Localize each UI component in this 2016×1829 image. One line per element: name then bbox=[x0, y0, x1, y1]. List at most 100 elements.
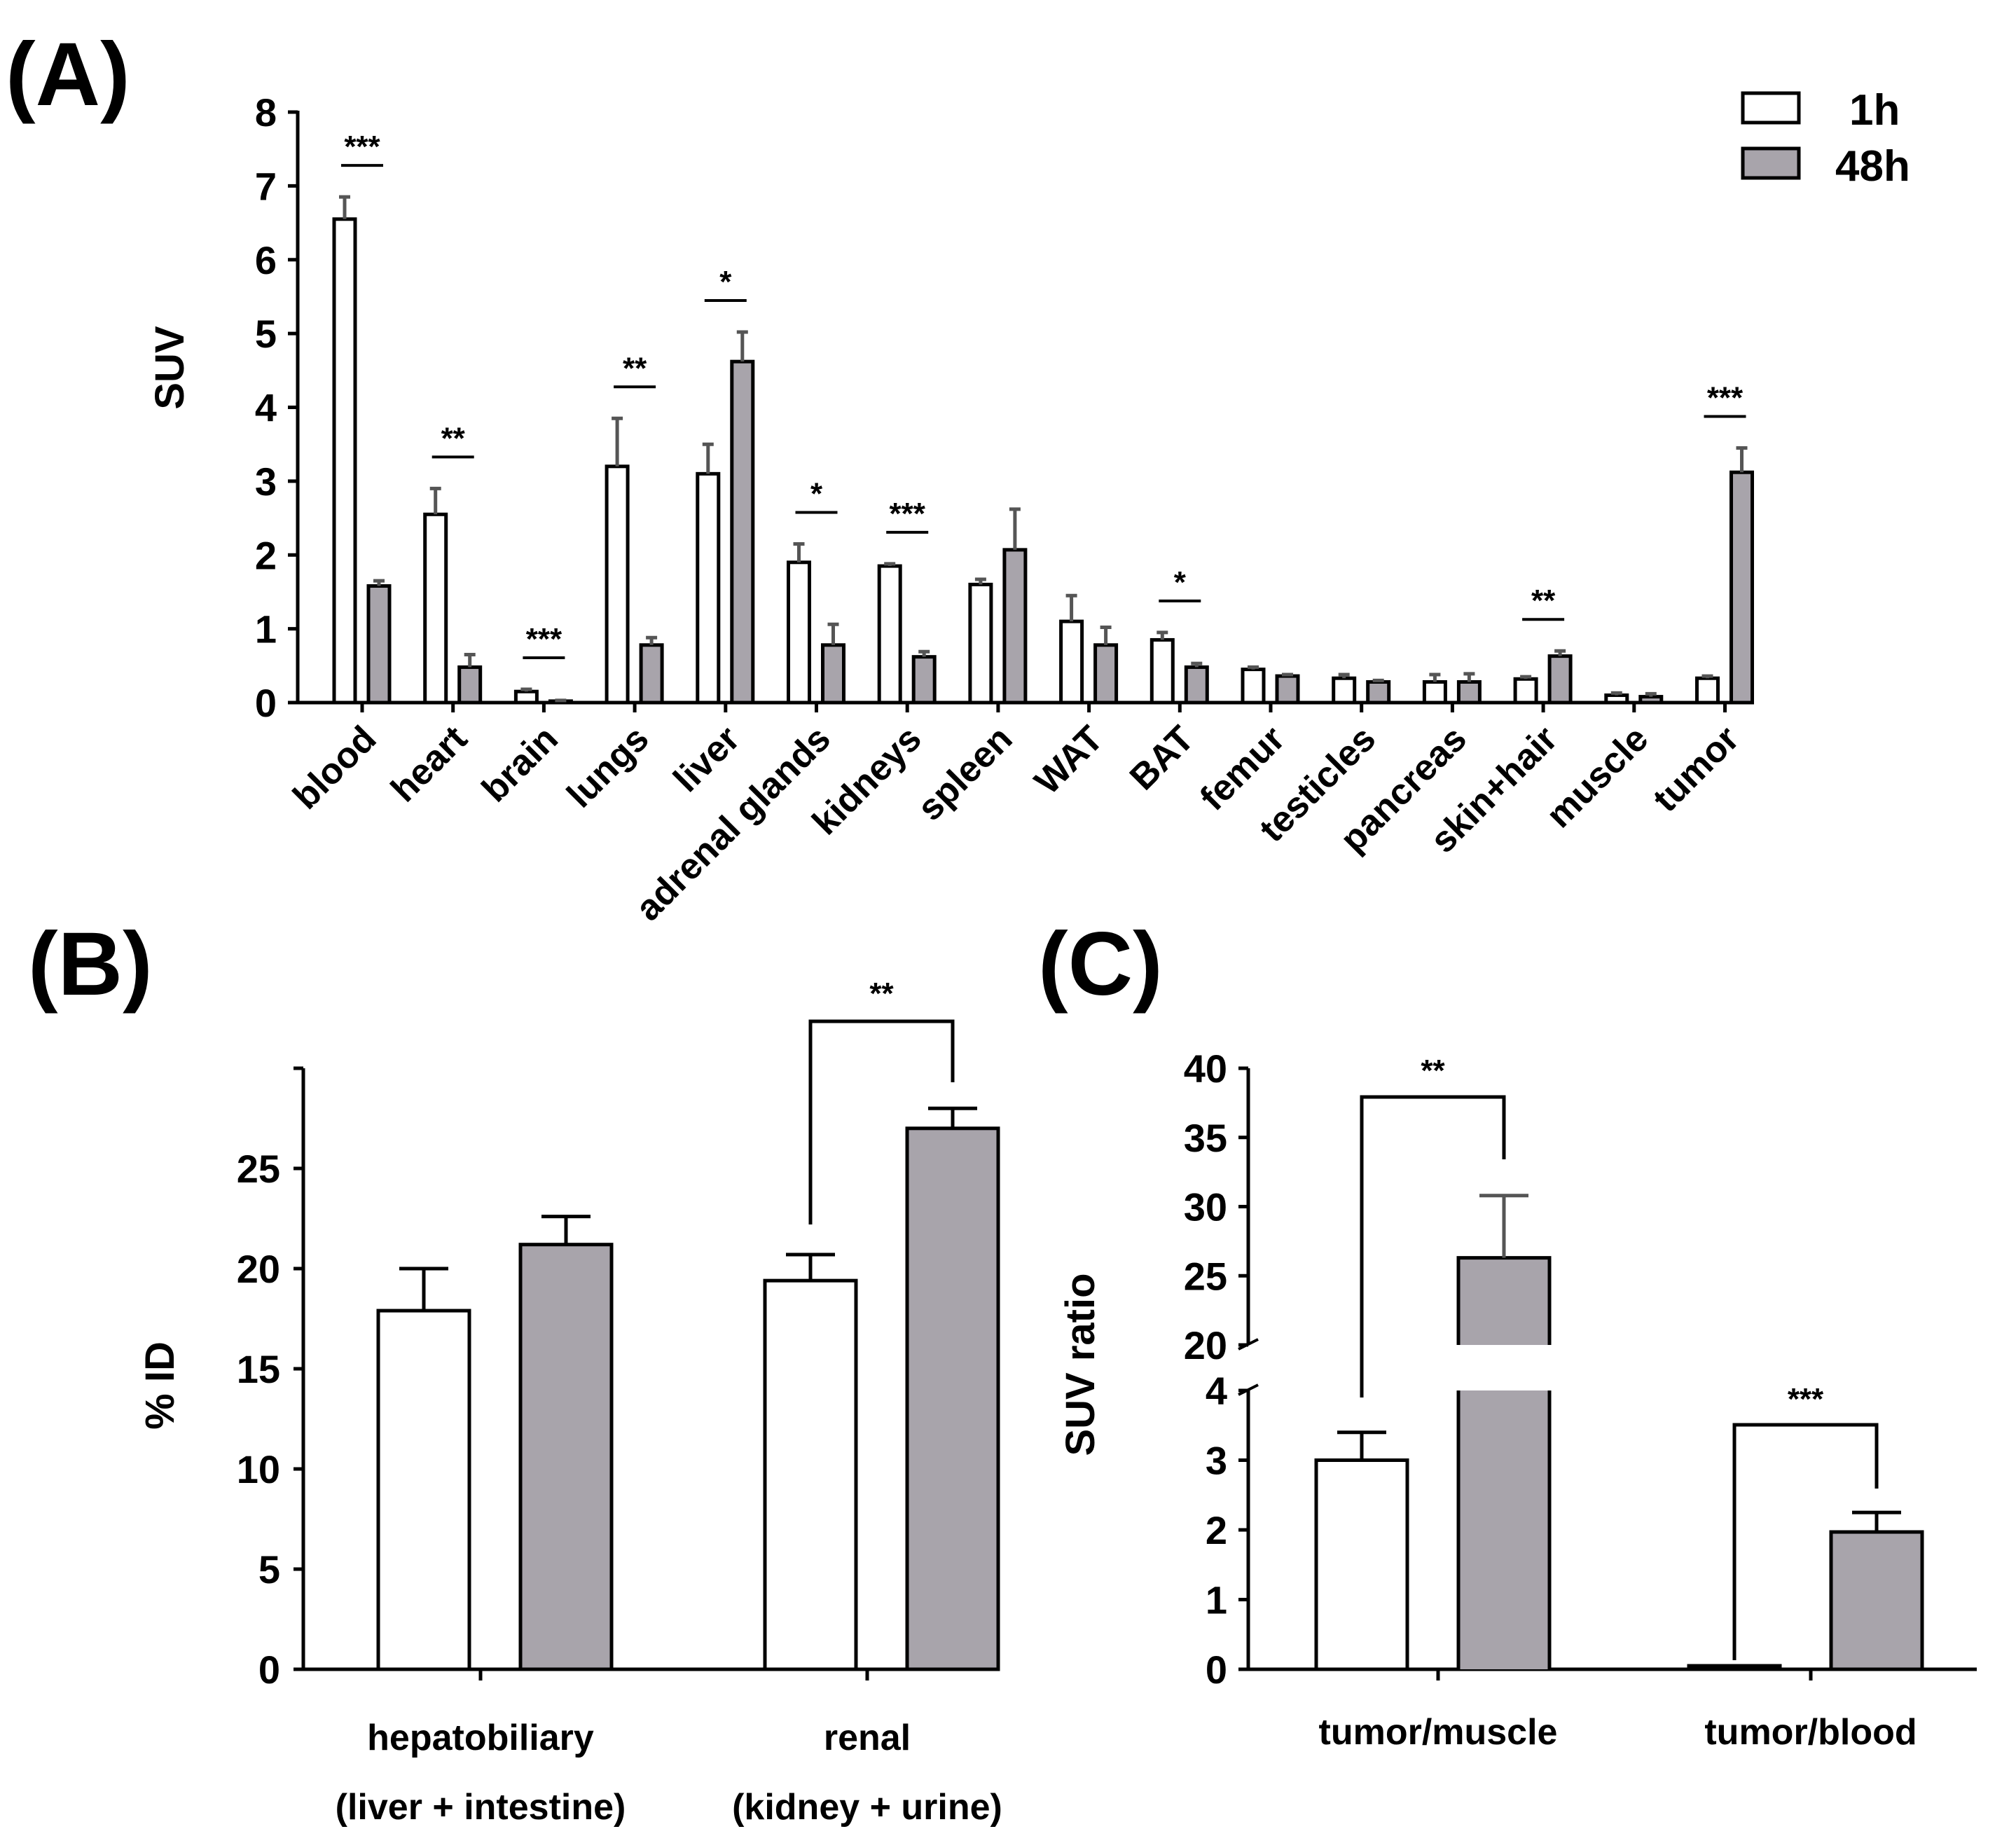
bar-48h bbox=[518, 1243, 614, 1671]
panel-c-y-tick-label: 20 bbox=[1184, 1323, 1227, 1367]
bar-48h-heart bbox=[457, 665, 483, 705]
error-bar-48h bbox=[1009, 507, 1021, 550]
significance-marker: ** bbox=[441, 421, 466, 455]
panel-c-y-tick-label: 0 bbox=[1206, 1648, 1227, 1692]
error-bar-48h bbox=[555, 698, 567, 703]
y-axis-title-c: SUV ratio bbox=[1058, 1273, 1103, 1456]
error-bar-48h bbox=[1191, 661, 1203, 668]
panel-label-c: (C) bbox=[1038, 914, 1163, 1014]
panel-c-y-tick-label: 40 bbox=[1184, 1047, 1227, 1091]
significance-marker: ** bbox=[623, 351, 647, 385]
significance-marker: * bbox=[1174, 565, 1187, 600]
panel-a-y-tick-label: 1 bbox=[255, 607, 277, 651]
error-bar-48h bbox=[373, 579, 385, 586]
bar-48h-spleen bbox=[1002, 548, 1028, 705]
panel-c-y-tick-label: 1 bbox=[1206, 1578, 1227, 1622]
panel-b-y-tick-label: 5 bbox=[258, 1547, 280, 1592]
panel-a-y-tick-label: 7 bbox=[255, 164, 277, 208]
bar-1h-testicles bbox=[1332, 676, 1357, 705]
panel-c-y-tick-label: 25 bbox=[1184, 1254, 1227, 1298]
panel-a-y-tick-label: 8 bbox=[255, 90, 277, 134]
panel-a-y-tick-label: 6 bbox=[255, 238, 277, 282]
x-category-label: muscle bbox=[1539, 718, 1657, 836]
bar-48h-lower bbox=[1458, 1390, 1549, 1669]
bar-1h bbox=[376, 1309, 471, 1671]
panel-c-y-tick-label: 35 bbox=[1184, 1116, 1227, 1160]
error-bar-1h bbox=[1248, 665, 1259, 670]
x-category-label: spleen bbox=[910, 718, 1020, 828]
bar-48h-WAT bbox=[1093, 643, 1119, 705]
error-bar-48h bbox=[1852, 1510, 1901, 1532]
bar-1h bbox=[763, 1278, 858, 1671]
bar-1h-skin-hair bbox=[1513, 677, 1538, 705]
error-bar-1h bbox=[1157, 630, 1168, 640]
error-bar-48h bbox=[1554, 649, 1566, 656]
panel-c-y-tick-label: 3 bbox=[1206, 1439, 1227, 1483]
bar-1h-liver bbox=[696, 471, 721, 705]
panel-b-y-tick-label: 25 bbox=[237, 1147, 280, 1191]
bar-1h bbox=[1687, 1664, 1782, 1671]
panel-a-y-tick-label: 0 bbox=[255, 681, 277, 725]
significance-marker: ** bbox=[1421, 1054, 1445, 1088]
significance-marker: *** bbox=[344, 130, 380, 164]
error-bar-1h bbox=[612, 416, 623, 467]
x-category-sublabel: (liver + intestine) bbox=[336, 1787, 626, 1828]
error-bar-1h bbox=[1610, 691, 1622, 696]
panel-a-chart: 012345678blood***heart**brain***lungs**l… bbox=[255, 90, 1754, 929]
x-category-label: tumor bbox=[1645, 718, 1747, 820]
bar-48h bbox=[905, 1126, 1000, 1671]
error-bar-1h bbox=[1520, 675, 1532, 679]
legend-label-48h: 48h bbox=[1835, 142, 1910, 191]
error-bar-48h bbox=[918, 649, 930, 657]
error-bar-1h bbox=[793, 541, 805, 562]
error-bar-1h bbox=[1065, 593, 1077, 622]
significance-marker: * bbox=[719, 265, 732, 299]
bar-48h-blood bbox=[366, 584, 392, 705]
bar-48h-skin-hair bbox=[1547, 654, 1573, 705]
x-category-label: liver bbox=[666, 718, 748, 800]
error-bar-1h bbox=[702, 442, 714, 474]
panel-a-y-tick-label: 4 bbox=[255, 386, 277, 430]
error-bar-48h bbox=[1736, 446, 1748, 473]
bar-48h-pancreas bbox=[1456, 679, 1482, 705]
error-bar-1h bbox=[1337, 1430, 1386, 1461]
bar-1h-muscle bbox=[1604, 693, 1629, 705]
error-bar-1h bbox=[1338, 672, 1350, 679]
error-bar-1h bbox=[429, 486, 441, 515]
bar-48h-BAT bbox=[1184, 665, 1209, 705]
bar-48h-lungs bbox=[639, 643, 664, 705]
bar-1h-lungs bbox=[605, 464, 630, 705]
panel-b-chart: 0 5 10 15 20 25 hepatobiliary (liver + intestin… bbox=[237, 976, 1002, 1828]
significance-bracket bbox=[1360, 1095, 1506, 1397]
panel-label-b: (B) bbox=[28, 914, 153, 1014]
bar-48h bbox=[1829, 1530, 1924, 1671]
significance-marker: * bbox=[810, 476, 823, 511]
panel-b-y-tick-label: 0 bbox=[258, 1648, 280, 1692]
error-bar-48h bbox=[1282, 672, 1293, 677]
legend-swatch-48h bbox=[1741, 146, 1801, 180]
error-bar-48h bbox=[1100, 626, 1112, 645]
x-category-label: hepatobiliary bbox=[367, 1718, 594, 1758]
significance-bracket bbox=[1732, 1423, 1879, 1660]
x-category-label: WAT bbox=[1027, 718, 1111, 802]
x-category-label: brain bbox=[474, 718, 566, 810]
bar-48h-femur bbox=[1275, 674, 1300, 705]
error-bar-48h bbox=[1372, 678, 1384, 682]
bar-48h-lower-edges bbox=[1456, 1390, 1552, 1669]
significance-marker: *** bbox=[526, 622, 562, 656]
panel-c-chart: 0 1 2 3 420 25 30 35 40 tumor/muscle tumor/blood **… bbox=[1184, 1047, 1924, 1753]
panel-c-y-tick-label: 30 bbox=[1184, 1185, 1227, 1229]
bar-48h-muscle bbox=[1638, 695, 1664, 705]
bar-48h-adrenal-glands bbox=[821, 643, 845, 705]
panel-b-y-tick-label: 15 bbox=[237, 1347, 280, 1391]
x-category-label: lungs bbox=[560, 718, 657, 815]
bar-48h-testicles bbox=[1366, 679, 1391, 705]
x-category-label: renal bbox=[824, 1718, 911, 1758]
error-bar-1h bbox=[1429, 672, 1441, 682]
bar-48h-liver bbox=[730, 359, 755, 705]
panel-c-y-tick-label: 2 bbox=[1206, 1508, 1227, 1552]
bar-1h-pancreas bbox=[1422, 679, 1447, 705]
panel-c-y-tick-label: 4 bbox=[1206, 1369, 1227, 1413]
significance-marker: *** bbox=[1707, 380, 1744, 415]
